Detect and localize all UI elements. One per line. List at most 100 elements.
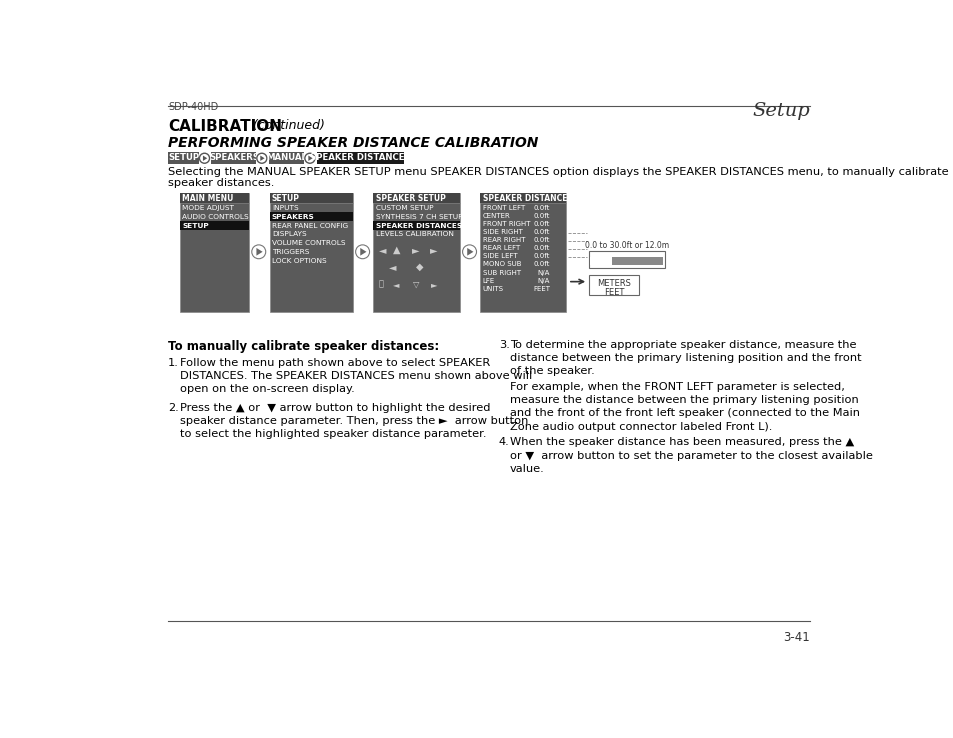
Text: 0.0ft: 0.0ft [534,229,550,235]
Text: UNITS: UNITS [482,286,503,292]
Text: ⬜: ⬜ [378,280,383,289]
Text: ◆: ◆ [416,262,423,272]
FancyBboxPatch shape [590,258,612,265]
Text: Follow the menu path shown above to select SPEAKER
DISTANCES. The SPEAKER DISTAN: Follow the menu path shown above to sele… [179,358,532,394]
FancyBboxPatch shape [373,193,459,202]
Text: SETUP: SETUP [182,223,209,229]
Text: For example, when the FRONT LEFT parameter is selected,
measure the distance bet: For example, when the FRONT LEFT paramet… [509,382,859,432]
FancyBboxPatch shape [270,212,353,221]
Text: CALIBRATION: CALIBRATION [168,120,282,134]
Polygon shape [467,248,473,255]
FancyBboxPatch shape [480,193,565,312]
FancyBboxPatch shape [590,258,662,265]
Text: REAR PANEL CONFIG: REAR PANEL CONFIG [272,223,348,229]
Text: 0.0ft: 0.0ft [534,245,550,251]
Text: SIDE RIGHT: SIDE RIGHT [482,229,522,235]
Text: 0.0 to 30.0ft or 12.0m: 0.0 to 30.0ft or 12.0m [584,241,668,250]
Text: FRONT LEFT: FRONT LEFT [482,205,524,211]
FancyBboxPatch shape [179,193,249,312]
Text: Setup: Setup [751,102,809,120]
FancyBboxPatch shape [480,193,565,202]
Text: To manually calibrate speaker distances:: To manually calibrate speaker distances: [168,339,439,353]
FancyBboxPatch shape [270,193,353,312]
Text: SPEAKER DISTANCES: SPEAKER DISTANCES [375,223,461,229]
Text: CUSTOM SETUP: CUSTOM SETUP [375,205,433,211]
Text: SPEAKER SETUP: SPEAKER SETUP [375,194,445,203]
Text: speaker distances.: speaker distances. [168,178,274,188]
Text: SETUP: SETUP [168,154,199,162]
FancyBboxPatch shape [588,251,664,268]
Text: (continued): (continued) [249,120,325,132]
Text: ►: ► [412,245,419,255]
Text: N/A: N/A [537,269,550,275]
Text: SPEAKER DISTANCES: SPEAKER DISTANCES [482,194,572,203]
Text: SDP-40HD: SDP-40HD [168,102,218,111]
FancyBboxPatch shape [373,193,459,312]
FancyBboxPatch shape [269,153,304,164]
Text: FEET: FEET [533,286,550,292]
Text: Press the ▲ or  ▼ arrow button to highlight the desired
speaker distance paramet: Press the ▲ or ▼ arrow button to highlig… [179,403,528,439]
Text: AUDIO CONTROLS: AUDIO CONTROLS [182,214,249,220]
Polygon shape [203,156,207,161]
Text: ◄: ◄ [378,245,386,255]
Text: MONO SUB: MONO SUB [482,261,520,267]
Text: LOCK OPTIONS: LOCK OPTIONS [272,258,326,264]
Text: SETUP: SETUP [272,194,299,203]
Text: SPEAKERS: SPEAKERS [272,214,314,220]
Text: ►: ► [430,245,437,255]
Text: MODE ADJUST: MODE ADJUST [182,205,233,211]
Text: PERFORMING SPEAKER DISTANCE CALIBRATION: PERFORMING SPEAKER DISTANCE CALIBRATION [168,136,537,150]
Text: 4.: 4. [498,438,509,447]
FancyBboxPatch shape [168,153,199,164]
Text: 1.: 1. [168,358,179,368]
Text: 0.0ft: 0.0ft [534,205,550,211]
Text: N/A: N/A [537,277,550,283]
FancyBboxPatch shape [270,193,353,202]
Text: 3-41: 3-41 [782,631,809,644]
Text: LEVELS CALIBRATION: LEVELS CALIBRATION [375,232,454,238]
Text: 0.0ft: 0.0ft [534,237,550,243]
Text: ▲: ▲ [393,245,400,255]
Text: To determine the appropriate speaker distance, measure the
distance between the : To determine the appropriate speaker dis… [509,339,861,376]
FancyBboxPatch shape [373,221,459,230]
Text: SUB RIGHT: SUB RIGHT [482,269,520,275]
Text: SPEAKERS: SPEAKERS [209,154,259,162]
Text: SIDE LEFT: SIDE LEFT [482,253,517,259]
Text: SPEAKER DISTANCES: SPEAKER DISTANCES [310,154,410,162]
Text: VOLUME CONTROLS: VOLUME CONTROLS [272,241,345,246]
Text: FRONT RIGHT: FRONT RIGHT [482,221,530,227]
Text: REAR RIGHT: REAR RIGHT [482,237,525,243]
Text: SYNTHESIS 7 CH SETUP: SYNTHESIS 7 CH SETUP [375,214,462,220]
Text: ◄: ◄ [393,280,399,289]
Text: MANUAL: MANUAL [266,154,307,162]
Text: 0.0ft: 0.0ft [534,213,550,219]
Text: METERS: METERS [597,279,630,289]
Text: CENTER: CENTER [482,213,510,219]
Text: 3.: 3. [498,339,509,350]
Text: TRIGGERS: TRIGGERS [272,249,309,255]
FancyBboxPatch shape [212,153,256,164]
Polygon shape [256,248,262,255]
Text: Selecting the MANUAL SPEAKER SETUP menu SPEAKER DISTANCES option displays the SP: Selecting the MANUAL SPEAKER SETUP menu … [168,167,947,177]
Text: MAIN MENU: MAIN MENU [182,194,233,203]
FancyBboxPatch shape [179,221,249,230]
Text: When the speaker distance has been measured, press the ▲
or ▼  arrow button to s: When the speaker distance has been measu… [509,438,872,474]
Text: ►: ► [430,280,436,289]
Text: REAR LEFT: REAR LEFT [482,245,519,251]
FancyBboxPatch shape [588,275,639,295]
Text: DISPLAYS: DISPLAYS [272,232,306,238]
Text: FEET: FEET [603,288,623,297]
FancyBboxPatch shape [316,153,403,164]
Text: LFE: LFE [482,277,495,283]
Text: 2.: 2. [168,403,178,413]
Polygon shape [360,248,366,255]
Text: INPUTS: INPUTS [272,205,298,211]
Text: ◄: ◄ [389,262,396,272]
FancyBboxPatch shape [179,193,249,202]
Text: 0.0ft: 0.0ft [534,253,550,259]
Text: 0.0ft: 0.0ft [534,261,550,267]
Polygon shape [260,156,264,161]
Text: 0.0ft: 0.0ft [534,221,550,227]
Text: ▽: ▽ [413,280,419,289]
Polygon shape [308,156,313,161]
